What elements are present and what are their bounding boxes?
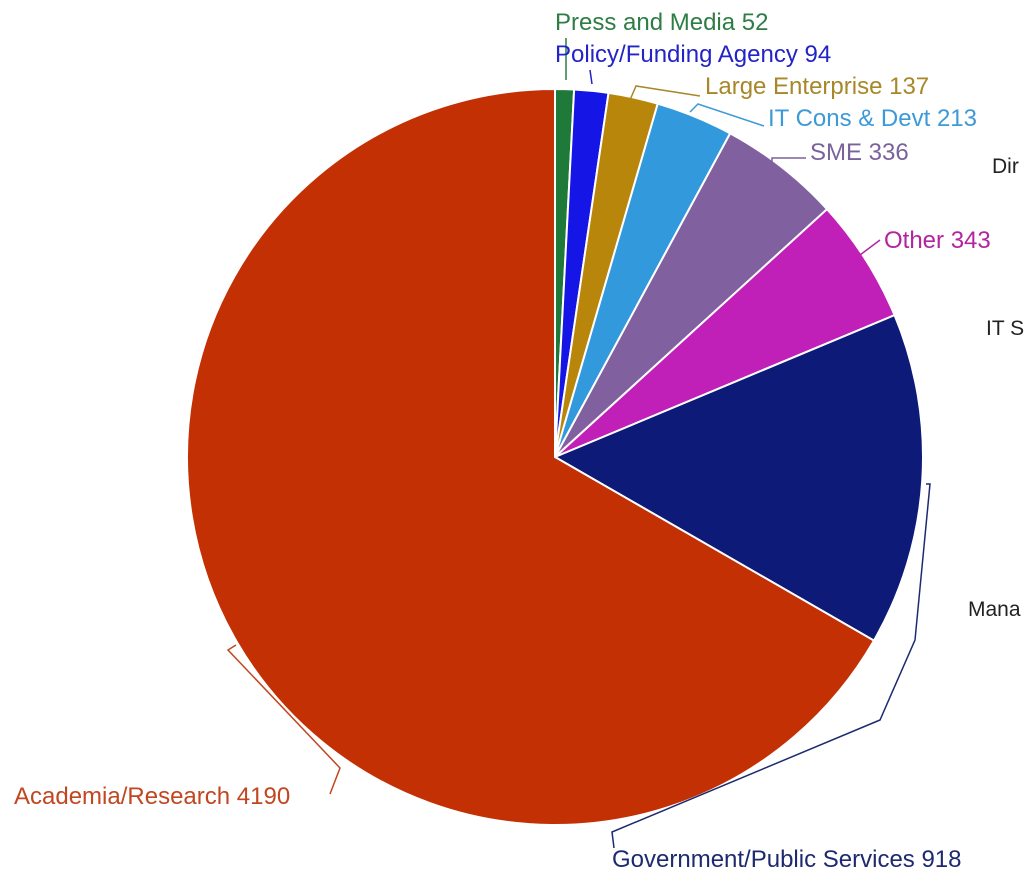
pie-slice-government-public-services bbox=[552, 313, 924, 642]
slice-label: Policy/Funding Agency 94 bbox=[555, 41, 831, 68]
slice-labels: Press and Media 52 Policy/Funding Agency … bbox=[14, 9, 991, 873]
clipped-label-it: IT S bbox=[986, 317, 1024, 340]
pie-slices bbox=[186, 87, 924, 826]
leader-line bbox=[771, 157, 806, 168]
clipped-label-dir: Dir bbox=[992, 155, 1019, 178]
leader-lines bbox=[226, 38, 931, 849]
leader-line bbox=[589, 69, 593, 85]
slice-label: IT Cons & Devt 213 bbox=[768, 105, 977, 132]
leader-line bbox=[859, 239, 881, 256]
leader-line bbox=[629, 85, 701, 101]
clipped-label-mana: Mana bbox=[968, 598, 1021, 621]
slice-label: Government/Public Services 918 bbox=[612, 846, 962, 873]
leader-line bbox=[226, 644, 341, 795]
slice-label: Large Enterprise 137 bbox=[705, 73, 929, 100]
slice-label: SME 336 bbox=[810, 139, 909, 166]
leader-line bbox=[689, 103, 765, 127]
leader-line bbox=[611, 483, 931, 849]
slice-label: Press and Media 52 bbox=[555, 9, 768, 36]
slice-label: Other 343 bbox=[884, 227, 991, 254]
slice-label: Academia/Research 4190 bbox=[14, 783, 290, 810]
